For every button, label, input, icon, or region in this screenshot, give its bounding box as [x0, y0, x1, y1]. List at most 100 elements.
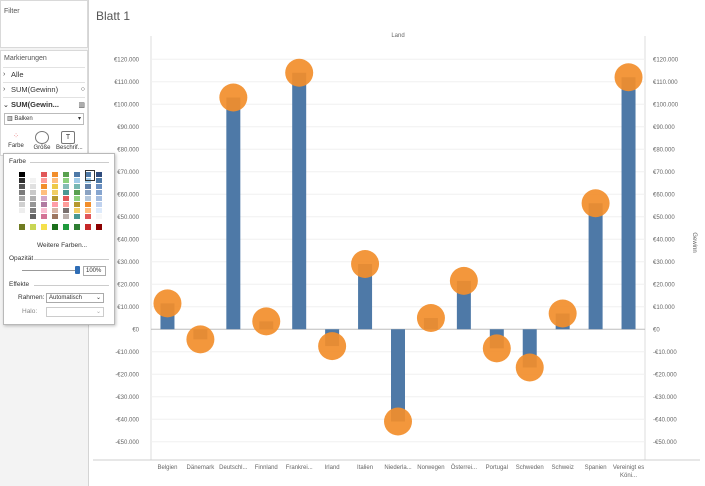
color-swatch[interactable] — [30, 224, 36, 230]
color-swatch[interactable] — [74, 224, 80, 230]
circle-mark[interactable] — [581, 189, 610, 218]
color-button[interactable]: ⁘ Farbe — [4, 131, 28, 153]
color-swatch[interactable] — [41, 208, 47, 213]
color-swatch[interactable] — [63, 190, 69, 195]
color-swatch[interactable] — [41, 172, 47, 177]
color-swatch[interactable] — [74, 208, 80, 213]
color-swatch[interactable] — [74, 190, 80, 195]
circle-mark[interactable] — [482, 334, 511, 363]
bar[interactable] — [358, 264, 373, 330]
filter-card[interactable]: Filter — [0, 0, 88, 48]
color-swatch[interactable] — [63, 224, 69, 230]
color-swatch[interactable] — [63, 208, 69, 213]
color-swatch[interactable] — [30, 184, 36, 189]
color-swatch[interactable] — [74, 184, 80, 189]
color-swatch[interactable] — [41, 178, 47, 183]
mark-type-select[interactable]: ▥ Balken ▾ — [4, 113, 84, 125]
color-swatch[interactable] — [19, 184, 25, 189]
circle-mark[interactable] — [416, 304, 445, 332]
color-swatch[interactable] — [63, 202, 69, 207]
color-swatch[interactable] — [41, 214, 47, 219]
label-button[interactable]: T Beschrif... — [56, 131, 83, 153]
color-swatch[interactable] — [96, 202, 102, 207]
color-swatch[interactable] — [19, 196, 25, 201]
color-swatch[interactable] — [41, 224, 47, 230]
color-swatch[interactable] — [30, 202, 36, 207]
circle-mark[interactable] — [614, 63, 643, 92]
color-swatch[interactable] — [52, 196, 58, 201]
color-swatch[interactable] — [96, 178, 102, 183]
color-swatch[interactable] — [96, 190, 102, 195]
color-swatch[interactable] — [96, 196, 102, 201]
color-swatch[interactable] — [85, 208, 91, 213]
color-swatch[interactable] — [85, 190, 91, 195]
color-swatch[interactable] — [19, 224, 25, 230]
circle-mark[interactable] — [384, 407, 412, 436]
halo-select[interactable]: ⌄ — [46, 307, 104, 317]
color-swatch[interactable] — [85, 224, 91, 230]
color-swatch[interactable] — [96, 224, 102, 230]
color-swatch[interactable] — [41, 190, 47, 195]
circle-mark[interactable] — [219, 83, 248, 112]
color-swatch[interactable] — [74, 172, 80, 177]
color-swatch[interactable] — [63, 178, 69, 183]
color-swatch[interactable] — [19, 208, 25, 213]
circle-mark[interactable] — [318, 332, 347, 361]
circle-mark[interactable] — [153, 289, 182, 318]
color-swatch[interactable] — [63, 172, 69, 177]
circle-mark[interactable] — [548, 299, 577, 328]
color-swatch[interactable] — [52, 214, 58, 219]
marks-row-sum-gewinn[interactable]: › SUM(Gewinn) ○ — [3, 82, 85, 96]
circle-mark[interactable] — [186, 325, 215, 354]
color-swatch[interactable] — [63, 184, 69, 189]
circle-mark[interactable] — [449, 266, 478, 295]
color-swatch[interactable] — [96, 208, 102, 213]
color-swatch[interactable] — [30, 208, 36, 213]
more-colors-link[interactable]: Weitere Farben... — [37, 242, 88, 249]
bar[interactable] — [391, 329, 405, 422]
bar[interactable] — [226, 97, 241, 330]
color-swatch[interactable] — [63, 214, 69, 219]
circle-mark[interactable] — [351, 250, 380, 278]
color-swatch[interactable] — [96, 172, 102, 177]
color-swatch[interactable] — [30, 178, 36, 183]
color-swatch[interactable] — [96, 214, 102, 219]
opacity-slider-track[interactable] — [22, 270, 78, 271]
color-swatch[interactable] — [52, 208, 58, 213]
color-swatch[interactable] — [19, 190, 25, 195]
marks-row-all[interactable]: › Alle — [3, 67, 85, 81]
color-swatch[interactable] — [52, 190, 58, 195]
size-button[interactable]: Größe — [30, 131, 54, 153]
color-swatch[interactable] — [52, 172, 58, 177]
color-swatch[interactable] — [74, 196, 80, 201]
color-swatch[interactable] — [85, 196, 91, 201]
bar[interactable] — [292, 72, 307, 330]
color-swatch[interactable] — [41, 202, 47, 207]
marks-row-sum-gewinn-bar[interactable]: ⌄ SUM(Gewin... ▥ — [3, 97, 85, 111]
color-swatch[interactable] — [41, 184, 47, 189]
opacity-input[interactable]: 100% — [83, 266, 106, 276]
color-swatch[interactable] — [30, 214, 36, 219]
color-swatch[interactable] — [30, 190, 36, 195]
color-swatch[interactable] — [85, 214, 91, 219]
bar[interactable] — [621, 77, 636, 330]
color-swatch[interactable] — [41, 196, 47, 201]
circle-mark[interactable] — [252, 307, 281, 336]
color-swatch[interactable] — [85, 172, 91, 177]
color-swatch[interactable] — [74, 214, 80, 219]
color-swatch[interactable] — [52, 184, 58, 189]
color-swatch[interactable] — [30, 172, 36, 177]
color-swatch[interactable] — [52, 178, 58, 183]
color-swatch[interactable] — [19, 214, 25, 219]
color-swatch[interactable] — [30, 196, 36, 201]
color-swatch[interactable] — [74, 202, 80, 207]
color-swatch[interactable] — [96, 184, 102, 189]
color-swatch[interactable] — [19, 172, 25, 177]
color-swatch[interactable] — [19, 178, 25, 183]
color-swatch[interactable] — [52, 224, 58, 230]
color-swatch[interactable] — [74, 178, 80, 183]
color-swatch[interactable] — [63, 196, 69, 201]
color-swatch[interactable] — [19, 202, 25, 207]
color-swatch[interactable] — [52, 202, 58, 207]
color-swatch[interactable] — [85, 202, 91, 207]
